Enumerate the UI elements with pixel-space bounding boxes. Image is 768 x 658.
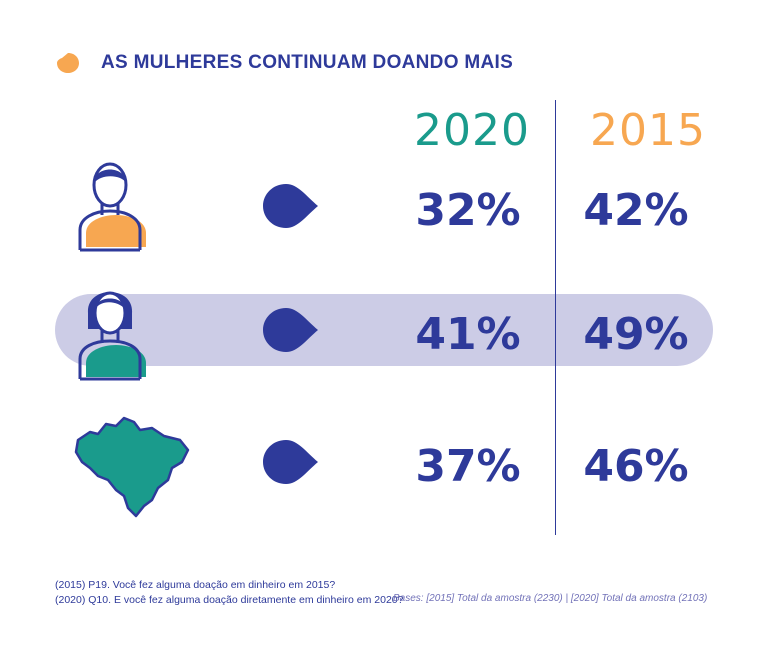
- value-woman-2020: 41%: [415, 309, 521, 360]
- row-marker-icon: [263, 184, 318, 228]
- column-header-2015: 2015: [590, 105, 706, 156]
- column-divider: [555, 100, 556, 535]
- sample-bases-note: Bases: [2015] Total da amostra (2230) | …: [393, 593, 708, 604]
- footnote: (2015) P19. Você fez alguma doação em di…: [55, 578, 403, 608]
- brazil-map-icon: [74, 416, 190, 518]
- man-icon: [78, 162, 146, 252]
- footnote-line-2020: (2020) Q10. E você fez alguma doação dir…: [55, 594, 404, 606]
- column-header-2020: 2020: [414, 105, 530, 156]
- row-marker-icon: [263, 440, 318, 484]
- header: AS MULHERES CONTINUAM DOANDO MAIS: [55, 50, 513, 76]
- row-marker-icon: [263, 308, 318, 352]
- value-man-2020: 32%: [415, 185, 521, 236]
- value-brazil-2020: 37%: [415, 441, 521, 492]
- woman-icon: [78, 291, 146, 381]
- value-man-2015: 42%: [583, 185, 689, 236]
- highlight-row-band: [55, 294, 713, 366]
- orange-drop-icon: [57, 53, 79, 73]
- page-title: AS MULHERES CONTINUAM DOANDO MAIS: [101, 52, 514, 73]
- value-woman-2015: 49%: [583, 309, 689, 360]
- footnote-line-2015: (2015) P19. Você fez alguma doação em di…: [55, 579, 336, 591]
- value-brazil-2015: 46%: [583, 441, 689, 492]
